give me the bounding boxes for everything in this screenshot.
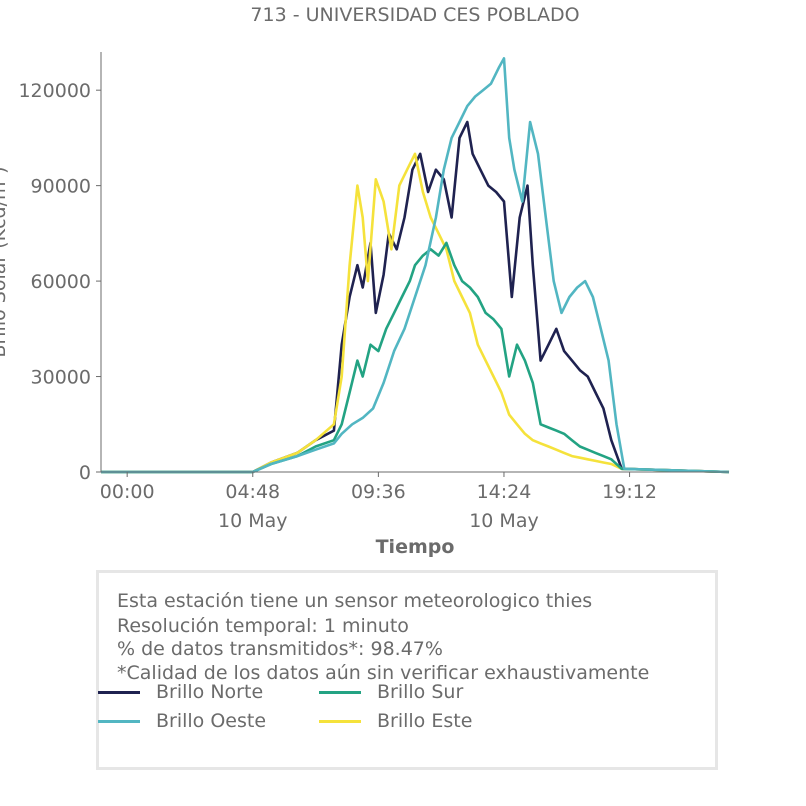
x-tick-label: 04:48 — [225, 481, 280, 503]
x-tick-label: 19:12 — [602, 481, 657, 503]
legend-label: Brillo Sur — [377, 681, 464, 703]
legend-swatch — [98, 720, 140, 723]
chart-title: 713 - UNIVERSIDAD CES POBLADO — [250, 4, 579, 26]
series-layer — [101, 57, 730, 474]
info-box — [96, 570, 718, 770]
y-tick-label: 30000 — [31, 367, 91, 389]
y-tick-label: 60000 — [31, 271, 91, 293]
legend-item-brillo-sur: Brillo Sur — [319, 680, 519, 704]
y-axis-title: Brillo Solar (Kcd/m²) — [0, 166, 10, 357]
series-line-brillo-este — [101, 152, 730, 474]
x-tick-label: 00:00 — [100, 481, 155, 503]
y-tick-label: 90000 — [31, 176, 91, 198]
legend-label: Brillo Este — [377, 710, 473, 732]
legend-swatch — [319, 691, 361, 694]
info-resolution: Resolución temporal: 1 minuto — [117, 615, 409, 637]
y-tick-label: 120000 — [18, 80, 91, 102]
y-tick-label: 0 — [79, 462, 91, 484]
legend-swatch — [98, 691, 140, 694]
x-tick-sublabel: 10 May — [469, 510, 539, 532]
legend-item-brillo-oeste: Brillo Oeste — [98, 709, 298, 733]
x-tick-label: 14:24 — [477, 481, 532, 503]
series-line-brillo-oeste — [101, 57, 730, 474]
legend-swatch — [319, 720, 361, 723]
legend-item-brillo-este: Brillo Este — [319, 709, 519, 733]
info-quality: *Calidad de los datos aún sin verificar … — [117, 662, 650, 684]
info-sensor: Esta estación tiene un sensor meteorolog… — [117, 590, 593, 612]
legend-label: Brillo Oeste — [156, 710, 267, 732]
legend-item-brillo-norte: Brillo Norte — [98, 680, 298, 704]
x-axis-title: Tiempo — [376, 536, 455, 558]
axes-layer: 0 30000 60000 90000 120000 00:00 04:48 10 May 09… — [18, 52, 729, 532]
series-line-brillo-norte — [101, 120, 730, 474]
info-transmitted: % de datos transmitidos*: 98.47% — [117, 638, 443, 660]
series-line-brillo-sur — [101, 241, 730, 474]
legend-label: Brillo Norte — [156, 681, 264, 703]
x-tick-sublabel: 10 May — [218, 510, 288, 532]
x-tick-label: 09:36 — [351, 481, 406, 503]
